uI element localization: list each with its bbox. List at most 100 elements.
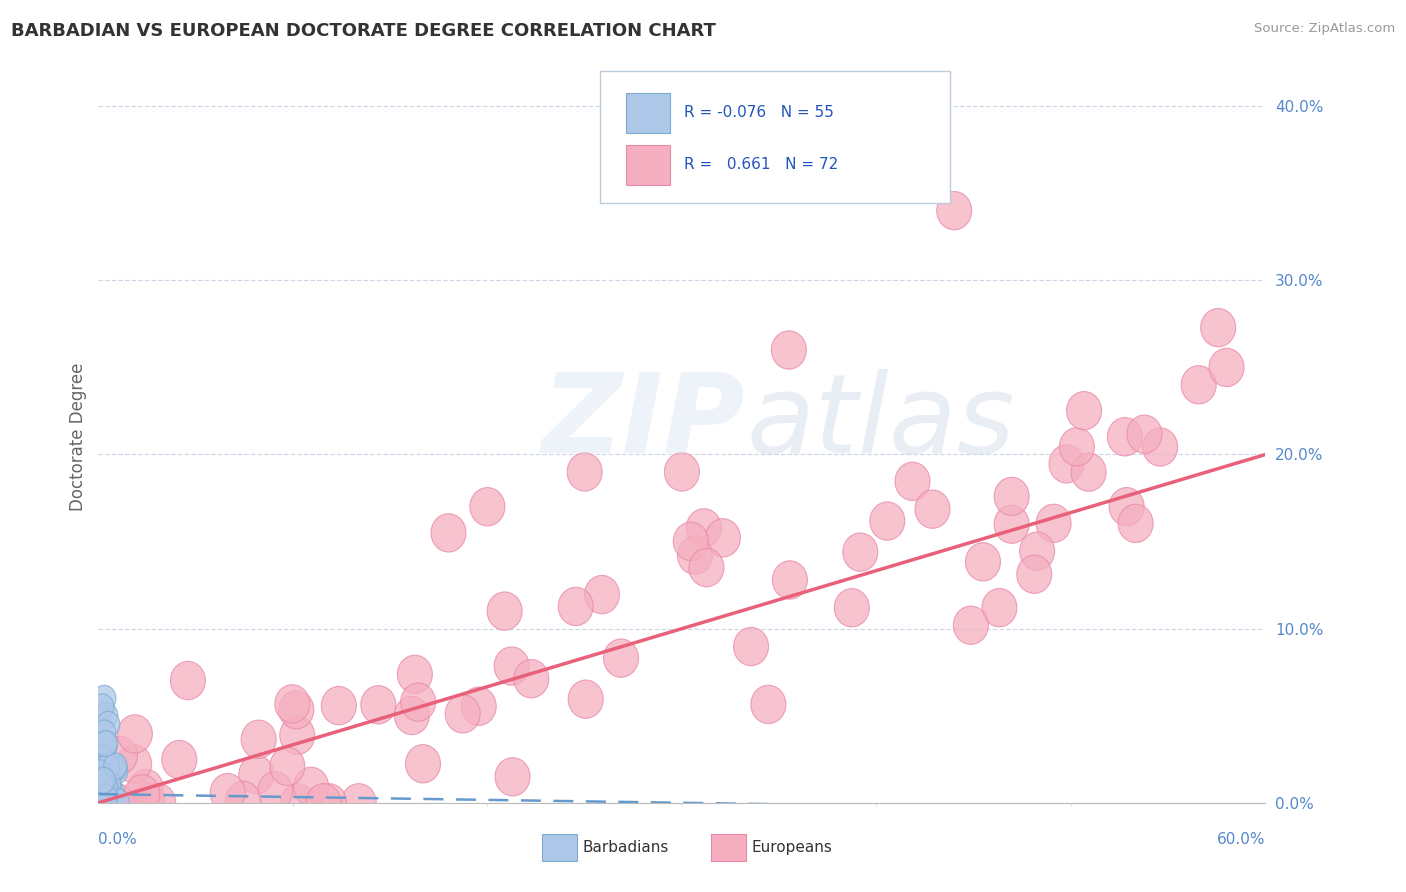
Ellipse shape	[842, 533, 877, 571]
Ellipse shape	[751, 685, 786, 723]
Ellipse shape	[257, 772, 292, 810]
Ellipse shape	[1128, 415, 1161, 453]
Ellipse shape	[93, 744, 115, 770]
Ellipse shape	[1143, 428, 1178, 467]
Ellipse shape	[1109, 488, 1144, 526]
Ellipse shape	[90, 747, 114, 772]
Ellipse shape	[401, 683, 436, 722]
Ellipse shape	[278, 690, 314, 729]
Ellipse shape	[90, 758, 112, 785]
Ellipse shape	[91, 781, 114, 807]
Ellipse shape	[104, 753, 127, 779]
Ellipse shape	[125, 774, 160, 813]
Ellipse shape	[96, 754, 120, 780]
FancyBboxPatch shape	[626, 145, 671, 185]
FancyBboxPatch shape	[541, 833, 576, 862]
Ellipse shape	[1067, 392, 1101, 430]
Ellipse shape	[93, 787, 117, 813]
Ellipse shape	[94, 777, 118, 803]
Ellipse shape	[131, 784, 166, 822]
Ellipse shape	[603, 639, 638, 677]
Text: 0.0%: 0.0%	[98, 832, 138, 847]
Ellipse shape	[981, 589, 1017, 627]
Ellipse shape	[1201, 309, 1236, 347]
Ellipse shape	[117, 745, 152, 783]
Ellipse shape	[432, 514, 465, 552]
Ellipse shape	[98, 776, 122, 803]
Ellipse shape	[446, 695, 481, 733]
Ellipse shape	[270, 747, 305, 786]
Ellipse shape	[405, 745, 440, 783]
Ellipse shape	[280, 716, 315, 755]
Ellipse shape	[665, 453, 699, 491]
Text: BARBADIAN VS EUROPEAN DOCTORATE DEGREE CORRELATION CHART: BARBADIAN VS EUROPEAN DOCTORATE DEGREE C…	[11, 22, 716, 40]
Ellipse shape	[307, 784, 340, 822]
Ellipse shape	[94, 784, 117, 811]
Ellipse shape	[1209, 348, 1244, 386]
Ellipse shape	[96, 786, 120, 812]
Ellipse shape	[706, 518, 741, 557]
Ellipse shape	[89, 789, 111, 814]
Ellipse shape	[94, 773, 118, 799]
Ellipse shape	[772, 331, 807, 369]
Ellipse shape	[101, 780, 125, 806]
Ellipse shape	[673, 522, 709, 560]
Ellipse shape	[953, 606, 988, 644]
Ellipse shape	[1049, 445, 1084, 483]
FancyBboxPatch shape	[711, 833, 747, 862]
Ellipse shape	[1019, 532, 1054, 570]
Ellipse shape	[361, 686, 396, 724]
Ellipse shape	[93, 720, 115, 747]
Ellipse shape	[90, 770, 112, 797]
Ellipse shape	[242, 720, 276, 758]
Ellipse shape	[90, 782, 112, 808]
Ellipse shape	[93, 751, 115, 777]
Ellipse shape	[558, 587, 593, 625]
Ellipse shape	[494, 647, 529, 685]
Ellipse shape	[94, 777, 118, 804]
Ellipse shape	[280, 784, 315, 822]
Ellipse shape	[90, 756, 114, 782]
Ellipse shape	[89, 760, 111, 786]
Text: R =   0.661   N = 72: R = 0.661 N = 72	[685, 158, 838, 172]
Ellipse shape	[936, 192, 972, 230]
Ellipse shape	[105, 789, 129, 814]
Ellipse shape	[104, 758, 128, 784]
Ellipse shape	[91, 767, 115, 793]
Ellipse shape	[93, 787, 117, 813]
Text: Source: ZipAtlas.com: Source: ZipAtlas.com	[1254, 22, 1395, 36]
Ellipse shape	[91, 779, 115, 805]
Ellipse shape	[1071, 453, 1107, 491]
Ellipse shape	[1059, 427, 1094, 466]
Ellipse shape	[1181, 366, 1216, 404]
Ellipse shape	[90, 778, 114, 805]
Ellipse shape	[94, 703, 118, 729]
Ellipse shape	[495, 757, 530, 796]
Ellipse shape	[870, 502, 905, 541]
Ellipse shape	[567, 453, 602, 491]
Ellipse shape	[585, 575, 620, 614]
Ellipse shape	[96, 777, 120, 803]
Ellipse shape	[89, 783, 111, 809]
Ellipse shape	[93, 776, 115, 803]
Ellipse shape	[312, 784, 346, 822]
Ellipse shape	[162, 740, 197, 779]
Ellipse shape	[141, 784, 176, 822]
FancyBboxPatch shape	[600, 71, 950, 203]
Ellipse shape	[225, 781, 260, 820]
Ellipse shape	[274, 685, 309, 723]
Text: atlas: atlas	[747, 369, 1015, 476]
Ellipse shape	[994, 505, 1029, 543]
Text: ZIP: ZIP	[541, 369, 745, 476]
Ellipse shape	[689, 549, 724, 587]
Ellipse shape	[322, 687, 356, 725]
Ellipse shape	[342, 784, 377, 822]
Ellipse shape	[91, 787, 114, 813]
Text: 60.0%: 60.0%	[1218, 832, 1265, 847]
FancyBboxPatch shape	[626, 93, 671, 133]
Ellipse shape	[94, 731, 117, 756]
Ellipse shape	[170, 661, 205, 699]
Ellipse shape	[394, 697, 429, 735]
Ellipse shape	[209, 773, 245, 812]
Ellipse shape	[103, 756, 125, 782]
